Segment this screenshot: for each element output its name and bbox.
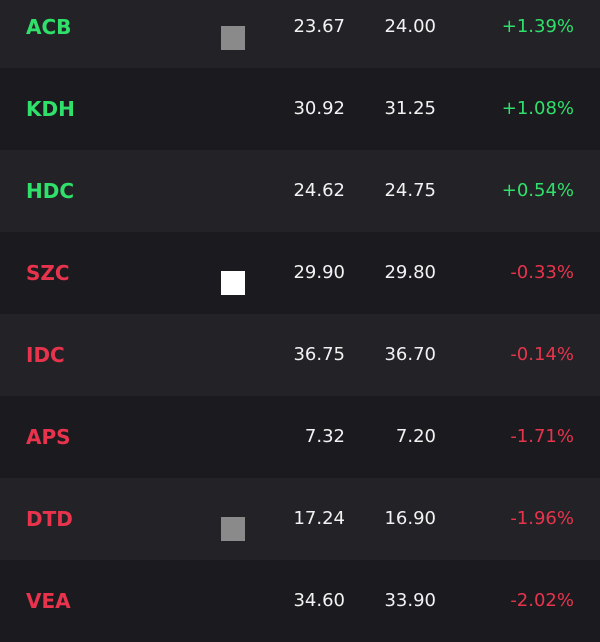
stock-list: ACB 23.67 24.00 +1.39% KDH 30.92 31.25 +1.08% HD… xyxy=(0,0,600,613)
ticker: SZC xyxy=(26,261,70,285)
price: 30.92 xyxy=(293,98,345,119)
stock-row[interactable]: APS 7.32 7.20 -1.71% xyxy=(0,396,600,478)
ticker: IDC xyxy=(26,343,65,367)
reference-price: 7.20 xyxy=(395,426,436,447)
price: 23.67 xyxy=(293,16,345,37)
reference-price: 24.00 xyxy=(384,16,436,37)
reference-price: 36.70 xyxy=(384,344,436,365)
reference-price: 31.25 xyxy=(384,98,436,119)
stock-row[interactable]: DTD 17.24 16.90 -1.96% xyxy=(0,478,600,560)
stock-row[interactable]: SZC 29.90 29.80 -0.33% xyxy=(0,232,600,314)
change-percent: -1.71% xyxy=(510,426,574,447)
ticker: VEA xyxy=(26,589,71,613)
reference-price: 24.75 xyxy=(384,180,436,201)
change-percent: +0.54% xyxy=(501,180,574,201)
change-percent: -2.02% xyxy=(510,590,574,611)
stock-row[interactable]: IDC 36.75 36.70 -0.14% xyxy=(0,314,600,396)
stock-row[interactable]: ACB 23.67 24.00 +1.39% xyxy=(0,0,600,68)
reference-price: 16.90 xyxy=(384,508,436,529)
reference-price: 29.80 xyxy=(384,262,436,283)
ticker: ACB xyxy=(26,15,72,39)
artifact xyxy=(221,517,245,541)
price: 34.60 xyxy=(293,590,345,611)
reference-price: 33.90 xyxy=(384,590,436,611)
change-percent: -1.96% xyxy=(510,508,574,529)
stock-row[interactable]: KDH 30.92 31.25 +1.08% xyxy=(0,68,600,150)
price: 17.24 xyxy=(293,508,345,529)
ticker: APS xyxy=(26,425,71,449)
change-percent: +1.39% xyxy=(501,16,574,37)
price: 7.32 xyxy=(304,426,345,447)
price: 36.75 xyxy=(293,344,345,365)
stock-row[interactable]: HDC 24.62 24.75 +0.54% xyxy=(0,150,600,232)
change-percent: -0.33% xyxy=(510,262,574,283)
price: 24.62 xyxy=(293,180,345,201)
price: 29.90 xyxy=(293,262,345,283)
ticker: HDC xyxy=(26,179,75,203)
change-percent: +1.08% xyxy=(501,98,574,119)
change-percent: -0.14% xyxy=(510,344,574,365)
artifact xyxy=(221,271,245,295)
ticker: DTD xyxy=(26,507,73,531)
artifact xyxy=(221,26,245,50)
ticker: KDH xyxy=(26,97,75,121)
stock-row[interactable]: VEA 34.60 33.90 -2.02% xyxy=(0,560,600,642)
